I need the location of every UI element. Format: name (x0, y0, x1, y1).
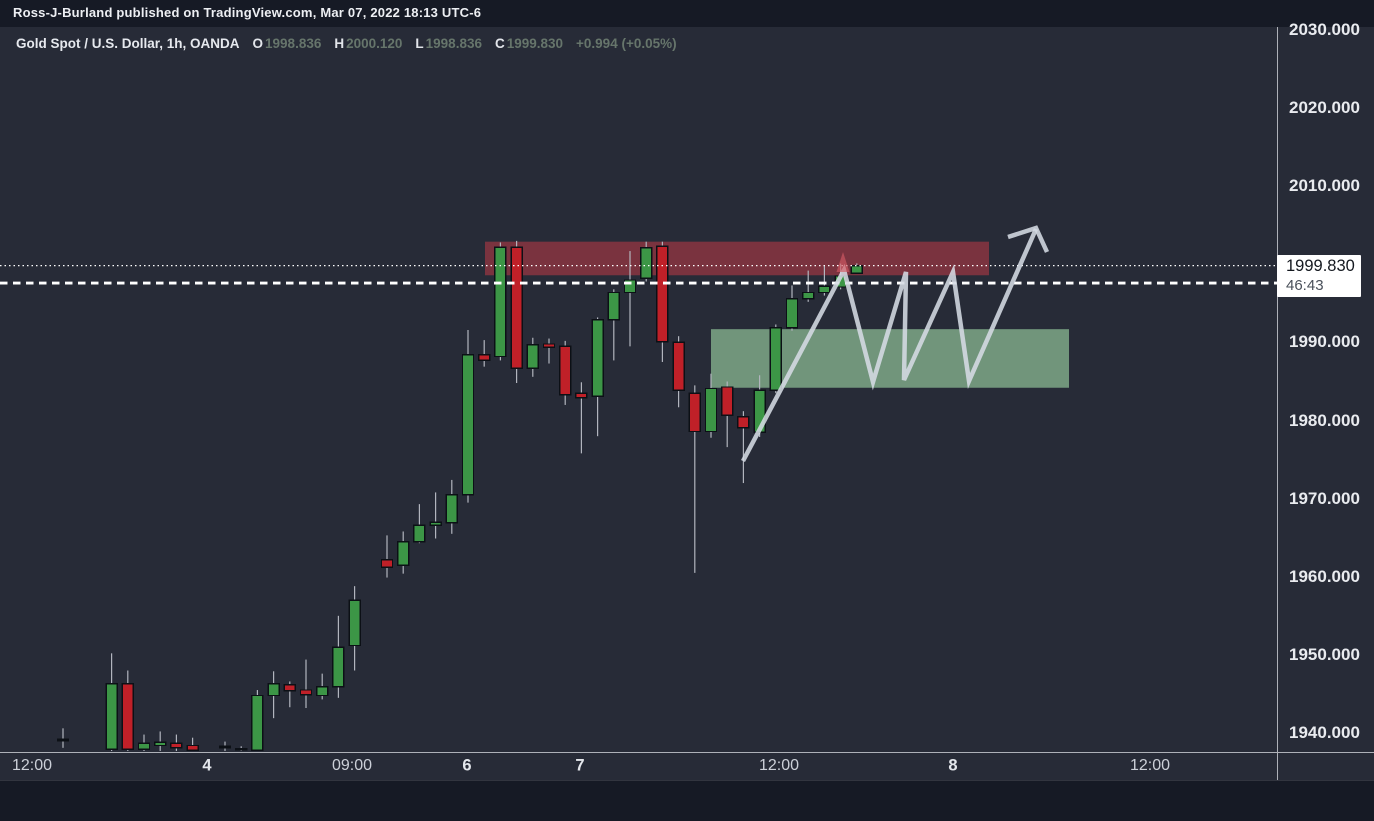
candle-up (234, 747, 248, 751)
candle-down (575, 392, 588, 399)
price-axis-label: 1960.000 (1289, 566, 1360, 586)
candle-down (721, 386, 734, 416)
time-axis-label: 4 (202, 756, 212, 775)
publish-header-bar: Ross-J-Burland published on TradingView.… (0, 0, 1374, 27)
candle-up (348, 599, 361, 647)
candle-down (478, 354, 491, 362)
candle-up (137, 742, 151, 751)
candle-up (413, 524, 426, 543)
pink-arrowhead-marker (836, 252, 850, 272)
legend-open: O 1998.836 (252, 36, 322, 51)
candle-down (380, 558, 394, 569)
candle-up (251, 694, 264, 751)
candle-up (640, 247, 653, 280)
time-scale[interactable]: 12:00 4 09:00 6 7 12:00 8 12:00 (0, 752, 1374, 780)
candle-down (737, 415, 750, 429)
candle-up (623, 279, 637, 294)
candle-up (526, 344, 539, 369)
candle-up (105, 683, 118, 751)
price-axis-label: 2030.000 (1289, 20, 1360, 39)
price-axis-label: 1940.000 (1289, 723, 1360, 742)
symbol-legend: Gold Spot / U.S. Dollar, 1h, OANDA O 199… (16, 36, 677, 51)
candle-down (688, 392, 701, 433)
footer-bar: TradingView (0, 780, 1374, 821)
time-axis-label: 8 (948, 756, 958, 775)
candle-up (429, 521, 442, 526)
candle-up (445, 494, 458, 524)
candle-up (56, 738, 70, 742)
time-axis-label: 7 (575, 756, 585, 775)
legend-close: C 1999.830 (494, 36, 564, 51)
candle-up (818, 285, 831, 294)
projection-arrow[interactable] (741, 228, 1039, 463)
price-axis-label: 2020.000 (1289, 98, 1360, 118)
time-axis-label: 09:00 (331, 757, 373, 774)
candle-down (672, 341, 685, 391)
candle-up (397, 540, 410, 566)
support-zone[interactable] (711, 329, 1069, 388)
current-price-value: 1999.830 (1286, 257, 1355, 276)
price-axis-label: 1970.000 (1289, 488, 1360, 508)
candle-up (591, 319, 604, 398)
candle-down (186, 744, 199, 751)
legend-high: H 2000.120 (334, 36, 403, 51)
price-scale[interactable]: 2030.000 2020.000 2010.000 1990.000 1980.000… (1277, 20, 1374, 752)
candle-down (299, 689, 313, 696)
time-axis-label: 12:00 (758, 757, 800, 774)
candle-up (769, 326, 782, 391)
candle-down (170, 742, 183, 749)
candle-down (542, 343, 556, 348)
candle-down (656, 245, 669, 343)
candle-up (850, 264, 863, 275)
legend-change: +0.994 (+0.05%) (576, 36, 677, 51)
candle-up (494, 246, 507, 358)
candle-up (785, 298, 799, 329)
price-axis-label: 1980.000 (1289, 410, 1360, 430)
candle-up (607, 291, 620, 321)
candle-up (153, 741, 167, 747)
price-axis-label: 2010.000 (1289, 176, 1360, 196)
time-axis-label: 12:00 (1129, 757, 1171, 774)
candle-up (704, 387, 718, 433)
symbol-title: Gold Spot / U.S. Dollar, 1h, OANDA (16, 36, 240, 51)
projection-arrow-head (1007, 225, 1050, 253)
candle-up (267, 683, 280, 697)
candle-up (461, 354, 475, 496)
legend-low: L 1998.836 (415, 36, 482, 51)
candle-down (559, 345, 572, 396)
time-axis-label: 6 (462, 756, 472, 775)
candle-down (218, 745, 232, 749)
bar-countdown: 46:43 (1286, 276, 1324, 294)
current-price-label: 1999.830 46:43 (1277, 254, 1361, 297)
candle-down (121, 683, 135, 751)
candle-up (332, 646, 345, 688)
time-axis-label: 12:00 (11, 757, 53, 774)
price-axis-label: 1950.000 (1289, 644, 1360, 664)
candle-up (802, 291, 815, 300)
publish-header-text: Ross-J-Burland published on TradingView.… (13, 5, 482, 20)
candle-down (283, 683, 296, 692)
candle-down (510, 246, 523, 369)
price-axis-label: 1990.000 (1289, 332, 1360, 352)
candle-up (316, 686, 329, 697)
resistance-zone[interactable] (485, 241, 989, 276)
